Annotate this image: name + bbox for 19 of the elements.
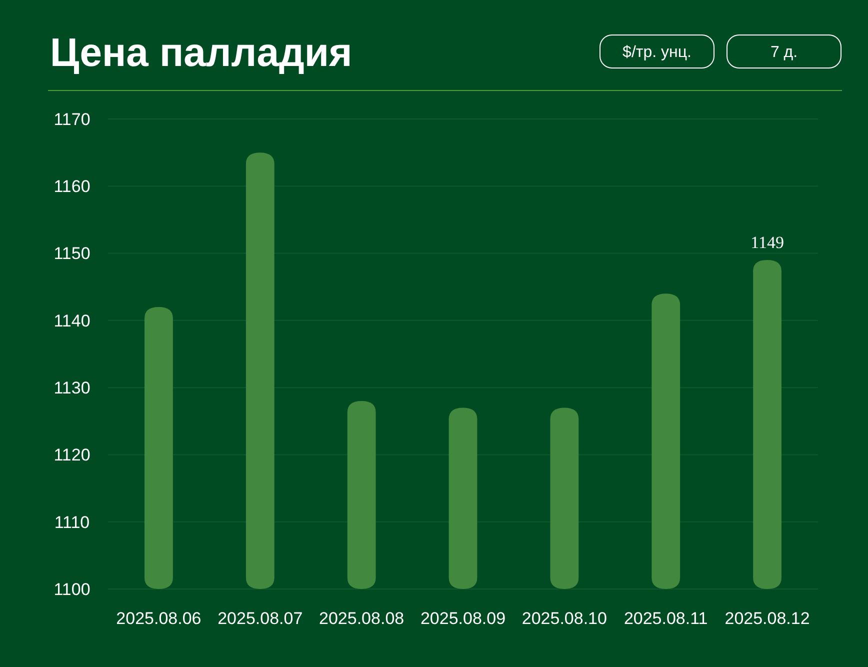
y-tick-label: 1110 bbox=[54, 512, 90, 532]
option-button: 7 д. bbox=[726, 34, 842, 68]
x-tick-label: 2025.08.08 bbox=[319, 609, 404, 628]
y-tick-label: 1130 bbox=[54, 378, 90, 398]
x-tick-label: 2025.08.10 bbox=[522, 609, 607, 628]
y-tick-label: 1160 bbox=[54, 177, 90, 196]
y-tick-label: 1170 bbox=[54, 110, 90, 129]
data-label: 1149 bbox=[750, 233, 784, 252]
chart-title: Цена палладия bbox=[50, 31, 352, 75]
option-button: $/тр. унц. bbox=[600, 34, 714, 68]
y-tick-label: 1140 bbox=[54, 311, 90, 330]
y-tick-label: 1120 bbox=[54, 446, 90, 465]
x-tick-label: 2025.08.09 bbox=[420, 609, 506, 628]
x-tick-label: 2025.08.11 bbox=[624, 609, 708, 628]
x-tick-label: 2025.08.12 bbox=[724, 609, 810, 628]
x-tick-label: 2025.08.07 bbox=[218, 609, 303, 628]
y-tick-label: 1150 bbox=[54, 244, 90, 264]
y-tick-label: 1100 bbox=[54, 580, 90, 599]
x-tick-label: 2025.08.06 bbox=[116, 609, 202, 628]
